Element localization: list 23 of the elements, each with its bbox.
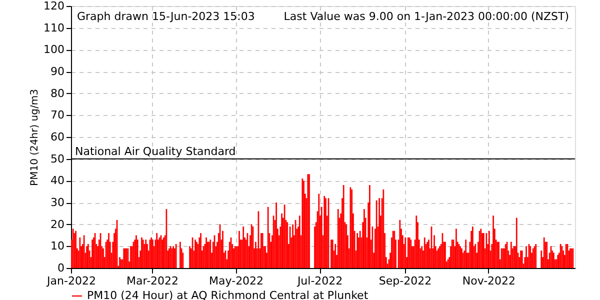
y-tick-label: 110: [44, 21, 64, 34]
y-tick-label: 30: [50, 196, 64, 209]
y-tick-label: 40: [50, 174, 64, 188]
x-tick-label: Sep-2022: [378, 274, 432, 288]
x-tick-label: Jan-2022: [46, 274, 96, 288]
y-tick-label: 100: [44, 43, 64, 56]
y-tick-label: 90: [50, 65, 64, 78]
x-tick-label: Nov-2022: [462, 274, 516, 288]
y-tick-label: 10: [50, 240, 64, 253]
y-tick-label: 70: [50, 108, 64, 122]
y-tick-label: 20: [50, 218, 64, 231]
x-tick-label: Jul-2022: [296, 274, 343, 288]
annotation: Last Value was 9.00 on 1-Jan-2023 00:00:00 (NZST): [284, 10, 569, 23]
annotation: Graph drawn 15-Jun-2023 15:03: [77, 10, 255, 23]
y-axis-title: PM10 (24hr) ug/m3: [30, 89, 41, 186]
y-tick-label: 0: [58, 262, 64, 274]
y-tick-label: 120: [44, 0, 64, 12]
y-tick-label: 80: [50, 86, 64, 100]
y-tick-label: 60: [50, 130, 64, 144]
y-tick-label: 50: [50, 152, 64, 166]
x-tick-label: Mar-2022: [126, 274, 179, 288]
ref-line-label: National Air Quality Standard: [75, 144, 236, 158]
x-tick-label: May-2022: [209, 274, 264, 288]
